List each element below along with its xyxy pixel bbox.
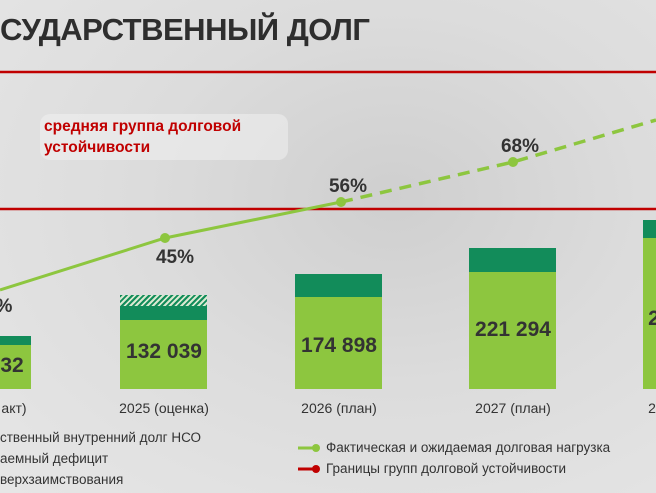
zone-label: средняя группа долговой устойчивости	[40, 114, 288, 160]
bar-label: 2	[648, 307, 656, 330]
line-point	[160, 233, 170, 243]
bar-2026	[295, 274, 382, 389]
debt-load-line-dashed	[340, 118, 656, 204]
category-label: 2026 (план)	[301, 400, 377, 416]
category-label: 2027 (план)	[475, 400, 551, 416]
bar-label: 132 039	[126, 340, 202, 363]
legend-line-dot	[312, 444, 320, 452]
slide-title: СУДАРСТВЕННЫЙ ДОЛГ	[0, 12, 370, 47]
line-label: 68%	[500, 136, 540, 157]
line-label: %	[0, 296, 12, 318]
legend-item-deficit: аемный дефицит	[0, 451, 109, 466]
legend-item-debt: ственный внутренний долг НСО	[0, 430, 202, 445]
debt-load-line-solid	[0, 200, 342, 292]
category-label: акт)	[1, 400, 27, 416]
bar-2027	[469, 248, 556, 389]
line-label: 45%	[155, 247, 195, 268]
line-point	[508, 157, 518, 167]
legend-boundary-dot	[312, 465, 320, 473]
line-label: 56%	[328, 176, 368, 197]
category-label: 2	[648, 400, 656, 416]
legend-item-overborrowing: верхзаимствования	[0, 472, 124, 487]
bar-label: 174 898	[301, 334, 377, 357]
bar-2028	[643, 220, 656, 389]
category-label: 2025 (оценка)	[119, 400, 209, 416]
legend-item-boundaries: Границы групп долговой устойчивости	[326, 461, 567, 476]
bar-label: 221 294	[475, 318, 551, 341]
line-point	[336, 197, 346, 207]
bar-2025	[120, 295, 207, 389]
bar-label: 32	[0, 354, 24, 377]
bar-2024	[0, 336, 31, 389]
legend-item-debt-load: Фактическая и ожидаемая долговая нагрузк…	[326, 440, 611, 455]
